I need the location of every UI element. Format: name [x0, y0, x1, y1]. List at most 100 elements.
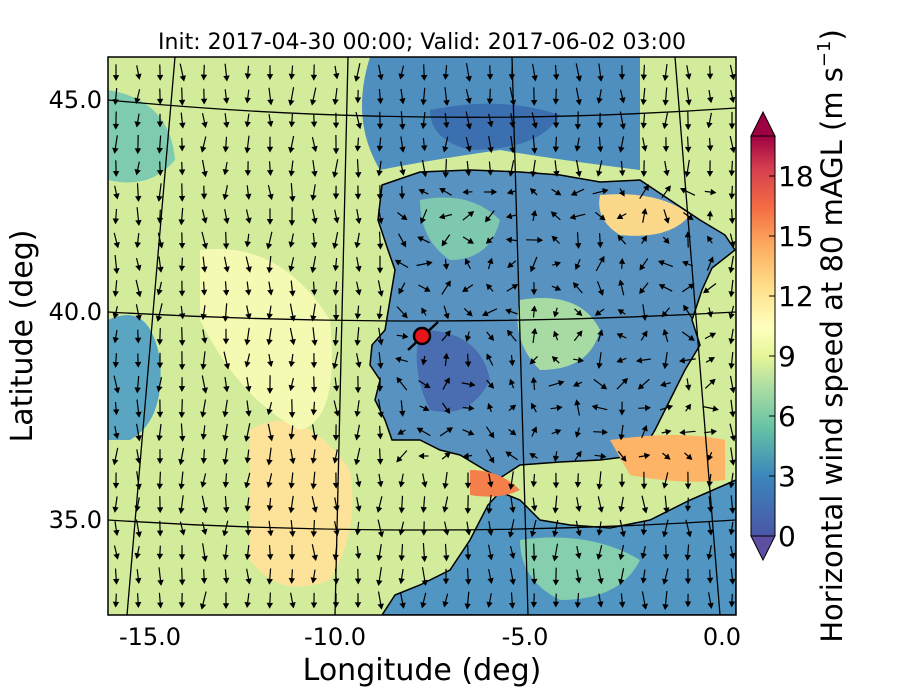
- wind-arrow-head: [178, 265, 186, 272]
- wind-arrow-head: [508, 74, 516, 81]
- wind-arrow-head: [602, 188, 609, 195]
- wind-arrow-head: [135, 219, 142, 227]
- wind-arrow-head: [200, 411, 207, 418]
- wind-arrow-head: [156, 411, 164, 418]
- wind-arrow-head: [157, 242, 164, 249]
- wind-arrow-head: [310, 457, 317, 464]
- wind-arrow-head: [201, 266, 208, 273]
- wind-arrow-head: [200, 289, 208, 296]
- wind-arrow-head: [333, 73, 340, 80]
- wind-arrow-head: [266, 459, 273, 466]
- wind-arrow-head: [178, 195, 186, 202]
- wind-arrow-head: [223, 385, 230, 393]
- wind-arrow-head: [179, 122, 186, 129]
- wind-arrow-head: [377, 74, 384, 81]
- wind-arrow-head: [506, 329, 514, 337]
- wind-arrow-head: [439, 187, 446, 194]
- wind-arrow-head: [310, 315, 317, 322]
- wind-arrow-head: [529, 358, 537, 365]
- wind-arrow-head: [178, 169, 186, 176]
- wind-arrow-head: [487, 146, 494, 154]
- colorbar: 0 3 6 9 12 15 18 Horizontal wind speed at 80 m…: [750, 29, 849, 643]
- wind-arrow-head: [377, 531, 385, 538]
- wind-arrow-head: [396, 455, 403, 463]
- wind-arrow-head: [135, 195, 142, 203]
- wind-arrow-head: [420, 145, 428, 152]
- wind-arrow-head: [332, 289, 340, 296]
- wind-arrow-head: [377, 98, 384, 105]
- wind-arrow-head: [643, 452, 651, 460]
- wind-arrow-head: [707, 506, 714, 513]
- wind-arrow-head: [288, 220, 296, 227]
- wind-arrow-head: [402, 332, 409, 340]
- wind-arrow-head: [620, 455, 627, 462]
- wind-arrow-head: [222, 411, 229, 418]
- wind-arrow-head: [222, 577, 230, 584]
- weak-wind-patch-northwest: [108, 90, 175, 183]
- wind-arrow-head: [355, 361, 362, 369]
- wind-arrow-head: [401, 311, 408, 319]
- wind-arrow-head: [577, 356, 585, 364]
- y-tick-label: 40.0: [49, 298, 102, 326]
- y-axis: 45.0 40.0 35.0 Latitude (deg): [5, 86, 102, 534]
- wind-arrow-head: [728, 218, 736, 225]
- wind-arrow-head: [706, 480, 713, 488]
- wind-arrow-head: [508, 483, 515, 490]
- wind-arrow-head: [575, 170, 582, 178]
- wind-arrow-head: [200, 481, 207, 488]
- wind-arrow-head: [199, 603, 207, 610]
- wind-arrow-head: [507, 531, 515, 538]
- wind-arrow-head: [200, 74, 208, 81]
- wind-arrow-head: [662, 362, 669, 370]
- wind-arrow-head: [710, 428, 718, 436]
- wind-arrow-head: [399, 602, 406, 609]
- wind-arrow-head: [223, 507, 230, 514]
- wind-arrow-head: [288, 507, 295, 514]
- wind-arrow-head: [400, 240, 407, 248]
- wind-arrow-head: [311, 554, 318, 562]
- wind-arrow-head: [552, 74, 560, 81]
- wind-arrow-head: [399, 169, 406, 176]
- wind-arrow-head: [616, 333, 624, 339]
- wind-arrow-head: [574, 431, 582, 438]
- wind-arrow-head: [422, 405, 430, 412]
- wind-arrow-head: [288, 360, 295, 368]
- wind-arrow-head: [333, 505, 340, 512]
- wind-arrow-head: [509, 404, 517, 411]
- wind-arrow-head: [619, 530, 626, 538]
- wind-arrow-head: [706, 210, 714, 217]
- wind-arrow-head: [442, 73, 449, 81]
- wind-arrow-head: [552, 482, 560, 489]
- wind-arrow-head: [178, 385, 186, 392]
- wind-arrow-head: [618, 279, 625, 286]
- wind-arrow-head: [596, 122, 604, 129]
- wind-arrow-head: [729, 435, 736, 442]
- wind-arrow-head: [376, 458, 384, 465]
- wind-arrow-head: [530, 376, 538, 383]
- x-tick-label: -15.0: [119, 623, 181, 651]
- weak-wind-patch-west: [108, 315, 161, 440]
- wind-arrow-head: [156, 217, 164, 224]
- wind-arrow-head: [443, 555, 450, 562]
- wind-arrow-head: [178, 483, 185, 490]
- wind-arrow-head: [134, 121, 141, 128]
- wind-arrow-head: [618, 146, 625, 153]
- wind-arrow-head: [619, 123, 626, 130]
- wind-arrow-head: [444, 377, 450, 385]
- wind-arrow-head: [156, 435, 163, 442]
- wind-arrow-head: [663, 507, 670, 514]
- wind-arrow-head: [487, 577, 494, 585]
- x-axis: -15.0 -10.0 -5.0 0.0 Longitude (deg): [119, 623, 741, 688]
- wind-arrow-head: [729, 507, 736, 514]
- wind-arrow-head: [442, 352, 450, 360]
- wind-arrow-head: [707, 454, 714, 462]
- wind-arrow-head: [685, 453, 693, 461]
- wind-arrow-head: [487, 529, 494, 537]
- wind-arrow-head: [113, 267, 120, 275]
- wind-arrow-head: [178, 145, 186, 152]
- wind-arrow-head: [200, 433, 207, 440]
- wind-arrow-head: [530, 99, 538, 106]
- wind-arrow-head: [332, 193, 340, 200]
- wind-arrow-head: [575, 505, 582, 513]
- wind-arrow-head: [112, 409, 120, 416]
